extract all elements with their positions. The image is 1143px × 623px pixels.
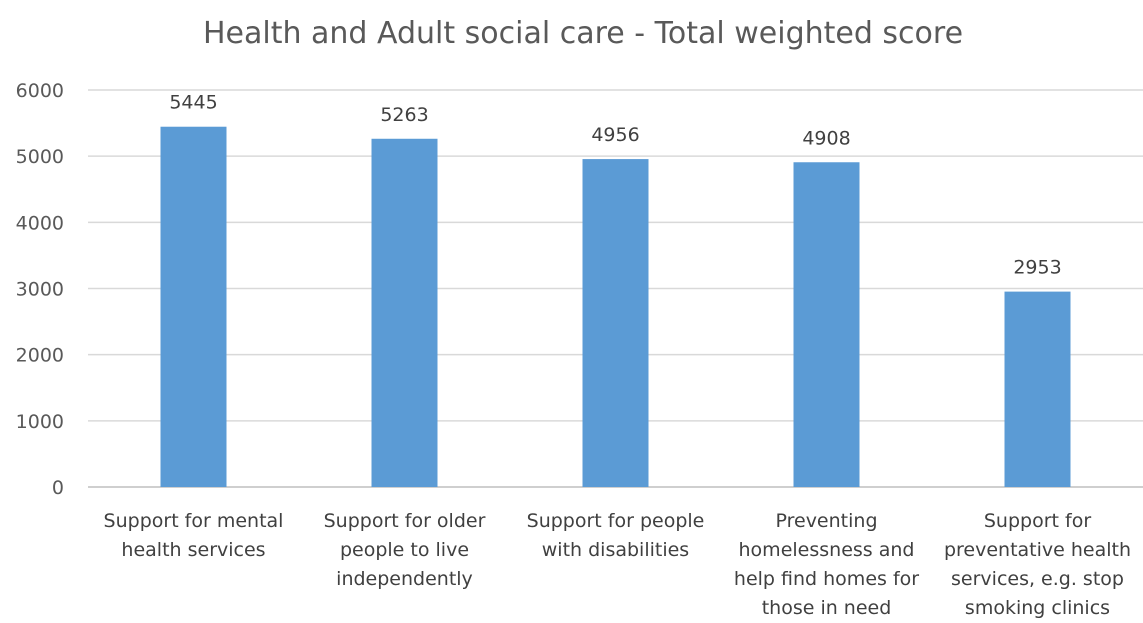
category-label-line: Support for [984,510,1091,532]
y-tick-label: 1000 [16,411,64,433]
category-label: Support for older people to live independe… [324,510,486,590]
bars [160,126,1071,487]
category-label: Preventing homelessness and help find home… [734,510,919,619]
category-label-line: homelessness and [739,539,915,561]
data-label: 2953 [1013,257,1061,279]
y-tick-label: 4000 [16,212,64,234]
y-tick-label: 5000 [16,146,64,168]
data-label: 4908 [802,127,850,149]
bar [793,162,860,487]
category-label-line: independently [336,568,473,590]
category-labels: Support for mental health servicesSupport… [104,510,1132,619]
category-label-line: services, e.g. stop [951,568,1124,590]
chart-title: Health and Adult social care - Total wei… [203,16,963,51]
category-label-line: health services [121,539,265,561]
category-label-line: help find homes for [734,568,919,590]
category-label: Support for people with disabilities [527,510,705,561]
y-tick-label: 3000 [16,279,64,301]
data-label: 5263 [380,104,428,126]
data-labels: 5445 5263 4956 4908 2953 [169,92,1061,279]
category-label: Support for preventative health services, … [944,510,1131,619]
category-label-line: those in need [762,597,892,619]
data-label: 4956 [591,124,639,146]
category-label-line: Support for mental [104,510,284,532]
y-axis-ticks: 0 1000 2000 3000 4000 5000 6000 [16,80,64,499]
category-label-line: Support for older [324,510,486,532]
data-label: 5445 [169,92,217,114]
category-label-line: with disabilities [542,539,689,561]
category-label: Support for mental health services [104,510,284,561]
y-tick-label: 0 [52,477,64,499]
bar [371,138,438,487]
category-label-line: smoking clinics [965,597,1110,619]
y-tick-label: 6000 [16,80,64,102]
bar [582,159,649,487]
category-label-line: people to live [340,539,469,561]
category-label-line: Support for people [527,510,705,532]
y-tick-label: 2000 [16,345,64,367]
bar [160,126,227,487]
bar [1004,291,1071,487]
category-label-line: Preventing [775,510,877,532]
category-label-line: preventative health [944,539,1131,561]
